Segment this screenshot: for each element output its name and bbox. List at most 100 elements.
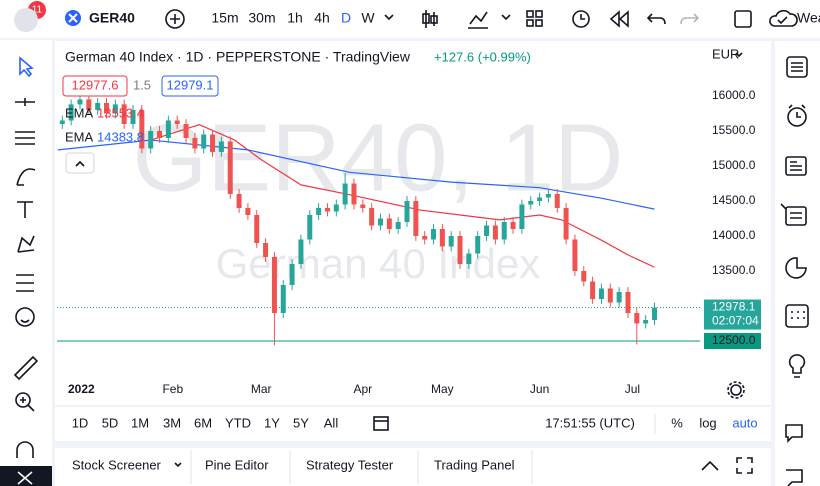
settings-button[interactable]: [727, 381, 745, 399]
layouts-button[interactable]: [526, 10, 534, 18]
maximize-panel[interactable]: [701, 460, 719, 471]
indicators-button[interactable]: [468, 11, 488, 29]
interval-button[interactable]: 1h: [287, 10, 303, 26]
bid-price[interactable]: 12977.6: [72, 77, 119, 92]
sidebar-icons[interactable]: [785, 304, 809, 328]
interval-button[interactable]: 15m: [211, 10, 238, 26]
layouts-button[interactable]: [526, 19, 534, 27]
goto-date-button[interactable]: [373, 416, 389, 431]
alert-button[interactable]: [572, 10, 590, 28]
interval-dropdown[interactable]: [384, 14, 394, 21]
replay-button[interactable]: [609, 10, 629, 28]
sidebar-icons[interactable]: [791, 62, 803, 72]
interval-button-active[interactable]: D: [341, 10, 351, 26]
sidebar-icons[interactable]: [790, 161, 802, 171]
fullscreen-panel[interactable]: [736, 457, 753, 474]
undo-button[interactable]: [646, 13, 666, 25]
sidebar-icons[interactable]: [785, 257, 807, 279]
fullscreen-button[interactable]: [734, 10, 752, 28]
timeframe-button[interactable]: YTD: [225, 415, 251, 430]
bottom-tab[interactable]: Pine Editor: [205, 457, 269, 472]
drawing-tools[interactable]: [17, 201, 33, 218]
ask-price[interactable]: 12979.1: [167, 77, 214, 92]
compare-button[interactable]: [165, 9, 185, 29]
indicators-dropdown[interactable]: [501, 14, 511, 21]
drawing-tools[interactable]: [15, 307, 35, 327]
drawing-tools[interactable]: [15, 98, 35, 106]
scale-percent[interactable]: %: [671, 415, 683, 430]
sidebar-icons[interactable]: [786, 56, 808, 78]
drawing-tools[interactable]: [16, 441, 34, 458]
layouts-button[interactable]: [526, 10, 543, 27]
sidebar-icons[interactable]: [785, 424, 803, 443]
tab-dropdown[interactable]: [174, 462, 182, 468]
drawing-tools[interactable]: [15, 392, 31, 408]
interval-button[interactable]: 30m: [248, 10, 275, 26]
timeframe-button[interactable]: 5D: [102, 415, 119, 430]
sidebar-icons[interactable]: [788, 104, 806, 118]
redo-button[interactable]: [680, 13, 700, 25]
compare-button[interactable]: [165, 9, 185, 29]
drawing-tools[interactable]: [15, 131, 35, 145]
undo-button[interactable]: [646, 13, 666, 25]
interval-button[interactable]: W: [361, 10, 375, 26]
sidebar-icons[interactable]: [786, 469, 803, 486]
timeframe-button[interactable]: 1D: [72, 415, 89, 430]
replay-button[interactable]: [609, 10, 629, 28]
alert-button[interactable]: [572, 10, 590, 28]
timeframe-button[interactable]: 1Y: [264, 415, 280, 430]
menu-icon[interactable]: [14, 8, 38, 32]
sidebar-icons[interactable]: [791, 311, 805, 319]
compare-button[interactable]: [170, 14, 180, 24]
indicators-button[interactable]: [468, 11, 488, 29]
sidebar-icons[interactable]: [780, 203, 802, 219]
drawing-tools[interactable]: [13, 56, 39, 458]
bottom-tab[interactable]: Trading Panel: [434, 457, 515, 472]
layouts-button[interactable]: [535, 19, 543, 27]
menu-icon[interactable]: [14, 8, 38, 32]
toolbar-truncated-label[interactable]: Wea: [797, 10, 820, 26]
drawing-tools[interactable]: [19, 56, 34, 78]
collapse-icon[interactable]: [17, 471, 33, 485]
bid-box[interactable]: [62, 75, 128, 97]
sidebar-icons[interactable]: [787, 107, 807, 127]
scale-log[interactable]: log: [699, 415, 716, 430]
drawing-tools[interactable]: [20, 397, 35, 412]
goto-date-button[interactable]: [373, 416, 389, 431]
scale-auto[interactable]: auto: [732, 415, 757, 430]
clock[interactable]: 17:51:55 (UTC): [545, 415, 635, 430]
timeframe-button[interactable]: 6M: [194, 415, 212, 430]
timeframe-button[interactable]: 3M: [163, 415, 181, 430]
drawing-tools[interactable]: [16, 274, 34, 292]
currency[interactable]: EUR: [712, 46, 739, 61]
symbol-name[interactable]: GER40: [89, 10, 135, 26]
sidebar-icons[interactable]: [785, 156, 807, 176]
layouts-button[interactable]: [535, 10, 543, 18]
timeframe-button[interactable]: 1M: [131, 415, 149, 430]
ask-box[interactable]: [161, 75, 219, 97]
sidebar-icons[interactable]: [780, 56, 809, 486]
sidebar-icons[interactable]: [785, 206, 807, 226]
settings-button[interactable]: [727, 381, 745, 399]
timeframe-button[interactable]: All: [324, 415, 339, 430]
drawing-tools[interactable]: [16, 168, 36, 186]
chart-type-button[interactable]: [422, 10, 438, 28]
drawing-tools[interactable]: [13, 355, 39, 381]
alert-button[interactable]: [580, 14, 585, 20]
bottom-tab[interactable]: Strategy Tester: [306, 457, 394, 472]
redo-button[interactable]: [680, 13, 700, 25]
cloud-icon[interactable]: [769, 9, 798, 27]
candle-body: [537, 197, 543, 201]
candle-body: [324, 207, 330, 212]
interval-button[interactable]: 4h: [314, 10, 330, 26]
settings-button[interactable]: [730, 384, 742, 396]
chart-type-button[interactable]: [422, 13, 430, 24]
drawing-tools[interactable]: [20, 319, 30, 323]
cloud-icon[interactable]: [769, 9, 798, 27]
drawing-tools[interactable]: [17, 235, 35, 253]
sidebar-icons[interactable]: [788, 354, 806, 378]
timeframe-button[interactable]: 5Y: [293, 415, 309, 430]
bottom-tab[interactable]: Stock Screener: [72, 457, 162, 472]
currency-dropdown[interactable]: [735, 52, 743, 58]
chart-type-button[interactable]: [430, 15, 438, 24]
